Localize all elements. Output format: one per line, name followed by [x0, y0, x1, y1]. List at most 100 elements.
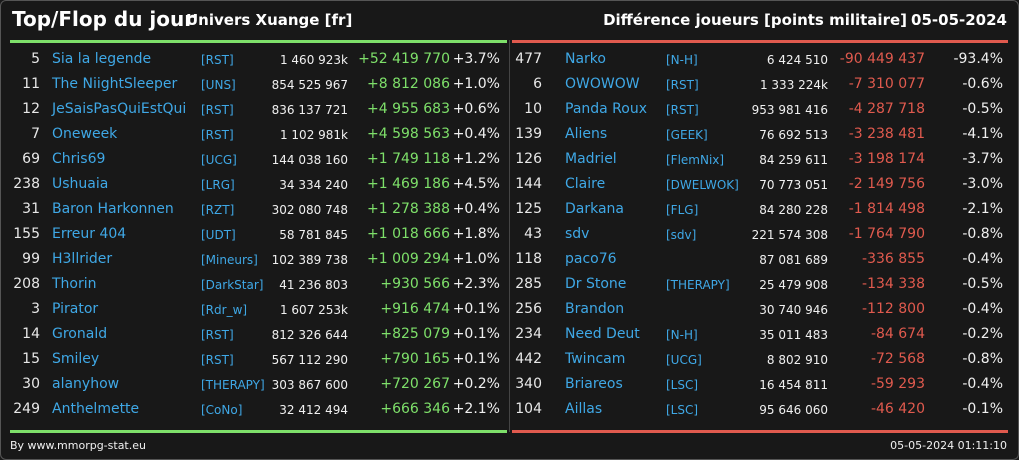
player-points: 58 781 845	[279, 228, 348, 242]
points-difference: -59 293	[870, 376, 925, 392]
alliance-tag[interactable]: [GEEK]	[666, 128, 708, 142]
player-name-link[interactable]: Chris69	[52, 151, 106, 167]
player-name-link[interactable]: Oneweek	[52, 126, 118, 142]
alliance-tag[interactable]: [LSC]	[666, 403, 699, 417]
alliance-tag[interactable]: [N-H]	[666, 53, 698, 67]
player-name-link[interactable]: Aliens	[565, 126, 608, 142]
top-row: 7 Oneweek [RST] 1 102 981k +4 598 563 +0.4%	[10, 122, 507, 147]
flop-row: 256 Brandon 30 740 946 -112 800 -0.4%	[512, 297, 1008, 322]
percent-change: +0.1%	[452, 301, 500, 317]
player-name-link[interactable]: Ushuaia	[52, 176, 109, 192]
alliance-tag[interactable]: [FLG]	[666, 203, 699, 217]
alliance-tag[interactable]: [THERAPY]	[666, 278, 730, 292]
flop-row: 125 Darkana [FLG] 84 280 228 -1 814 498 -2.1%	[512, 197, 1008, 222]
top-accent-bar	[10, 40, 507, 43]
player-name-link[interactable]: Need Deut	[565, 326, 640, 342]
player-name-link[interactable]: Anthelmette	[52, 401, 140, 417]
player-name-link[interactable]: JeSaisPasQuiEstQui	[52, 101, 187, 117]
player-points: 953 981 416	[751, 103, 828, 117]
player-points: 30 740 946	[759, 303, 828, 317]
player-rank: 30	[22, 376, 40, 392]
player-name-link[interactable]: Brandon	[565, 301, 625, 317]
alliance-tag[interactable]: [RST]	[666, 78, 699, 92]
player-name-link[interactable]: Gronald	[52, 326, 108, 342]
alliance-tag[interactable]: [UDT]	[201, 228, 236, 242]
player-name-link[interactable]: OWOWOW	[565, 76, 640, 92]
alliance-tag[interactable]: [LSC]	[666, 378, 699, 392]
alliance-tag[interactable]: [DarkStar]	[201, 278, 264, 292]
alliance-tag[interactable]: [RZT]	[201, 203, 235, 217]
points-difference: -1 814 498	[848, 201, 925, 217]
alliance-tag[interactable]: [RST]	[201, 328, 234, 342]
player-name-link[interactable]: Baron Harkonnen	[52, 201, 174, 217]
player-points: 1 333 224k	[759, 78, 828, 92]
percent-change: -0.5%	[962, 276, 1003, 292]
player-points: 84 259 611	[759, 153, 828, 167]
player-points: 25 479 908	[759, 278, 828, 292]
alliance-tag[interactable]: [Rdr_w]	[201, 303, 248, 317]
flop-row: 442 Twincam [UCG] 8 802 910 -72 568 -0.8%	[512, 347, 1008, 372]
points-difference: -84 674	[870, 326, 925, 342]
player-points: 567 112 290	[271, 353, 348, 367]
alliance-tag[interactable]: [RST]	[201, 103, 234, 117]
player-name-link[interactable]: The NiightSleeper	[52, 76, 178, 92]
player-name-link[interactable]: Claire	[565, 176, 606, 192]
player-name-link[interactable]: Erreur 404	[52, 226, 127, 242]
player-name-link[interactable]: Briareos	[565, 376, 623, 392]
alliance-tag[interactable]: [UCG]	[201, 153, 237, 167]
flop-row: 6 OWOWOW [RST] 1 333 224k -7 310 077 -0.6%	[512, 72, 1008, 97]
alliance-tag[interactable]: [RST]	[201, 353, 234, 367]
player-rank: 442	[515, 351, 542, 367]
player-name-link[interactable]: Darkana	[565, 201, 625, 217]
player-name-link[interactable]: sdv	[565, 226, 590, 242]
player-name-link[interactable]: paco76	[565, 251, 617, 267]
percent-change: -0.4%	[962, 376, 1003, 392]
player-name-link[interactable]: H3llrider	[52, 251, 113, 267]
footer-credit[interactable]: By www.mmorpg-stat.eu	[10, 439, 146, 452]
percent-change: -0.8%	[962, 226, 1003, 242]
alliance-tag[interactable]: [DWELWOK]	[666, 178, 739, 192]
player-name-link[interactable]: Sia la legende	[52, 51, 152, 67]
player-rank: 7	[31, 126, 40, 142]
flop-row: 234 Need Deut [N-H] 35 011 483 -84 674 -0.2%	[512, 322, 1008, 347]
alliance-tag[interactable]: [RST]	[666, 103, 699, 117]
player-points: 35 011 483	[759, 328, 828, 342]
player-name-link[interactable]: Aillas	[565, 401, 603, 417]
player-name-link[interactable]: Twincam	[565, 351, 626, 367]
player-name-link[interactable]: Panda Roux	[565, 101, 648, 117]
flop-row: 340 Briareos [LSC] 16 454 811 -59 293 -0.4%	[512, 372, 1008, 397]
percent-change: -0.4%	[962, 251, 1003, 267]
alliance-tag[interactable]: [RST]	[201, 128, 234, 142]
player-rank: 14	[22, 326, 40, 342]
player-rank: 234	[515, 326, 542, 342]
points-difference: +8 812 086	[367, 76, 450, 92]
flop-bottom-bar	[512, 430, 1008, 433]
alliance-tag[interactable]: [UNS]	[201, 78, 236, 92]
top-row: 11 The NiightSleeper [UNS] 854 525 967 +8 81…	[10, 72, 507, 97]
player-name-link[interactable]: Madriel	[565, 151, 617, 167]
player-name-link[interactable]: Dr Stone	[565, 276, 627, 292]
player-points: 34 334 240	[279, 178, 348, 192]
percent-change: -0.1%	[962, 401, 1003, 417]
player-rank: 249	[13, 401, 40, 417]
player-name-link[interactable]: Pirator	[52, 301, 99, 317]
alliance-tag[interactable]: [LRG]	[201, 178, 235, 192]
player-points: 812 326 644	[271, 328, 348, 342]
percent-change: +1.0%	[452, 251, 500, 267]
points-difference: +1 009 294	[367, 251, 450, 267]
alliance-tag[interactable]: [UCG]	[666, 353, 702, 367]
alliance-tag[interactable]: [N-H]	[666, 328, 698, 342]
player-name-link[interactable]: Narko	[565, 51, 606, 67]
player-name-link[interactable]: alanyhow	[52, 376, 120, 392]
alliance-tag[interactable]: [Mineurs]	[201, 253, 258, 267]
player-name-link[interactable]: Smiley	[52, 351, 100, 367]
alliance-tag[interactable]: [THERAPY]	[201, 378, 265, 392]
alliance-tag[interactable]: [RST]	[201, 53, 234, 67]
player-name-link[interactable]: Thorin	[52, 276, 97, 292]
alliance-tag[interactable]: [FlemNix]	[666, 153, 725, 167]
points-difference: +4 955 683	[367, 101, 450, 117]
alliance-tag[interactable]: [CoNo]	[201, 403, 243, 417]
points-difference: -336 855	[862, 251, 925, 267]
alliance-tag[interactable]: [sdv]	[666, 228, 697, 242]
column-divider	[509, 40, 510, 432]
